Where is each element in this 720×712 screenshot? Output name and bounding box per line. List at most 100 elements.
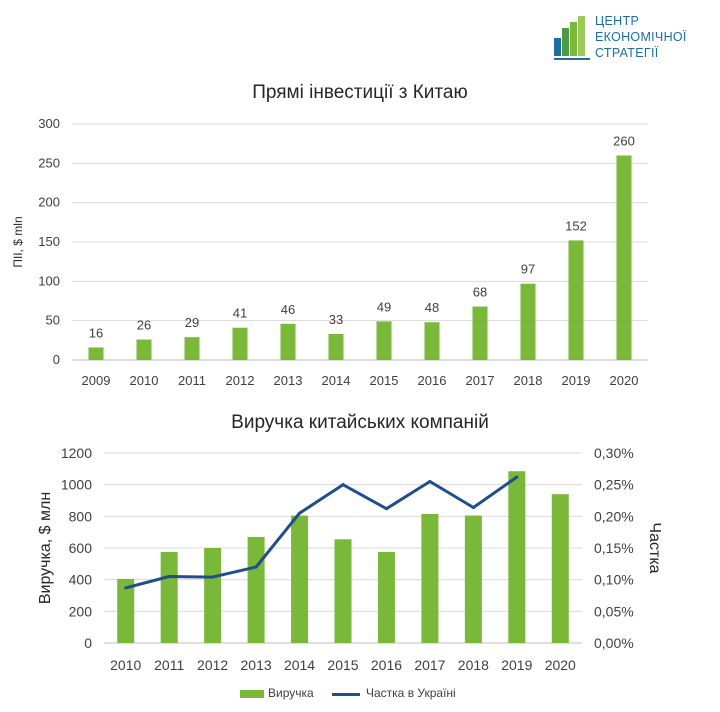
chart2-bar xyxy=(204,548,222,643)
chart2-y-right-tick-label: 0,00% xyxy=(594,635,634,651)
chart1-x-tick-label: 2019 xyxy=(562,373,591,388)
chart2-x-tick-label: 2020 xyxy=(545,657,576,673)
chart1-data-label: 48 xyxy=(425,300,439,315)
chart2-share-point xyxy=(341,483,345,487)
chart2-share-point xyxy=(384,507,388,511)
chart2-share-point xyxy=(124,586,128,590)
chart1-bar xyxy=(232,327,248,360)
chart1-data-label: 26 xyxy=(137,318,151,333)
chart2-x-tick-label: 2012 xyxy=(197,657,228,673)
chart1-x-tick-label: 2013 xyxy=(274,373,303,388)
chart2-share-line xyxy=(125,475,518,590)
chart2-y-right-axis-label: Частка xyxy=(646,522,663,573)
chart1-bar xyxy=(472,306,488,360)
chart2-title: Виручка китайських компаній xyxy=(231,412,489,433)
legend-swatch-revenue xyxy=(240,690,264,698)
chart2-share-point xyxy=(254,565,258,569)
chart2-bar xyxy=(117,578,135,643)
chart2-y-tick-label: 1200 xyxy=(61,445,92,461)
chart2-y-tick-label: 0 xyxy=(84,635,92,651)
chart1-bar xyxy=(520,283,536,360)
chart2-x-tick-label: 2014 xyxy=(284,657,315,673)
chart1-data-label: 16 xyxy=(89,325,103,340)
legend-swatch-share xyxy=(332,693,360,696)
chart2-x-tick-label: 2019 xyxy=(501,657,532,673)
chart1-x-tick-label: 2018 xyxy=(514,373,543,388)
chart1-x-tick-label: 2012 xyxy=(226,373,255,388)
chart2-x-tick-label: 2015 xyxy=(327,657,358,673)
chart2-share-point xyxy=(428,480,432,483)
chart1-bar xyxy=(424,322,440,360)
logo-text-line-1: ЦЕНТР xyxy=(595,14,640,28)
chart1-data-label: 68 xyxy=(473,285,487,300)
chart1-data-label: 260 xyxy=(613,133,635,148)
chart1-x-tick-label: 2011 xyxy=(178,373,206,388)
legend-label-share: Частка в Україні xyxy=(366,686,456,700)
chart2-bar xyxy=(421,513,439,643)
chart1-x-tick-label: 2009 xyxy=(82,373,111,388)
chart2-y-right-tick-label: 0,25% xyxy=(594,477,634,493)
chart1-data-label: 97 xyxy=(521,262,535,277)
chart1-data-label: 41 xyxy=(233,306,247,321)
chart2-share-point xyxy=(298,511,302,515)
chart1-x-tick-label: 2014 xyxy=(322,373,351,388)
chart2-share-point xyxy=(211,575,215,579)
chart1-data-label: 33 xyxy=(329,312,343,327)
chart1-x-tick-label: 2020 xyxy=(610,373,639,388)
chart1-bar xyxy=(136,339,152,360)
chart1-bar xyxy=(616,155,632,360)
chart1-y-axis-label: ПІІ, $ mln xyxy=(11,216,25,267)
chart1-x-tick-label: 2016 xyxy=(418,373,447,388)
chart1-title: Прямі інвестиції з Китаю xyxy=(252,82,468,103)
chart2-x-tick-label: 2017 xyxy=(414,657,445,673)
chart2-x-tick-label: 2010 xyxy=(110,657,141,673)
chart2-bar xyxy=(464,515,482,643)
chart1-data-label: 46 xyxy=(281,302,295,317)
chart1-bar xyxy=(328,334,344,360)
chart2-share-point xyxy=(167,575,171,578)
chart1-y-tick-label: 150 xyxy=(38,234,60,249)
chart2-bar xyxy=(247,536,265,643)
chart2-y-tick-label: 1000 xyxy=(61,477,92,493)
chart2-y-tick-label: 800 xyxy=(69,508,93,524)
chart1-bar xyxy=(184,337,200,360)
chart2-x-tick-label: 2011 xyxy=(154,657,184,673)
chart2-bar xyxy=(551,494,569,643)
logo-text-line-2: ЕКОНОМІЧНОЇ xyxy=(595,30,687,44)
chart2-y-tick-label: 600 xyxy=(69,540,93,556)
logo-text-line-3: СТРАТЕГІЇ xyxy=(595,46,659,60)
chart2-y-right-tick-label: 0,05% xyxy=(594,603,634,619)
chart1-y-tick-label: 300 xyxy=(38,116,60,131)
chart2-bar xyxy=(160,551,178,643)
chart2-bar xyxy=(291,515,309,643)
chart2-y-right-tick-label: 0,20% xyxy=(594,508,634,524)
chart2-y-right-tick-label: 0,10% xyxy=(594,572,634,588)
chart2-bar xyxy=(334,539,352,643)
chart1-y-tick-label: 250 xyxy=(38,155,60,170)
chart2-legend: Виручка Частка в Україні xyxy=(0,684,720,704)
chart1-bar xyxy=(88,347,104,360)
logo: ЦЕНТР ЕКОНОМІЧНОЇ СТРАТЕГІЇ xyxy=(552,14,712,66)
chart1-y-tick-label: 200 xyxy=(38,195,60,210)
legend-label-revenue: Виручка xyxy=(268,686,314,700)
chart1-bar xyxy=(376,321,392,360)
chart1-data-label: 29 xyxy=(185,315,199,330)
chart1-bar xyxy=(568,240,584,360)
chart2-share-point xyxy=(515,475,519,479)
chart1-bar xyxy=(280,323,296,360)
chart1-x-tick-label: 2010 xyxy=(130,373,159,388)
logo-bars-icon xyxy=(554,16,590,60)
chart2-bar xyxy=(377,551,395,643)
chart2-x-tick-label: 2016 xyxy=(371,657,402,673)
chart2-x-tick-label: 2013 xyxy=(241,657,272,673)
chart1-x-tick-label: 2015 xyxy=(370,373,399,388)
chart1-data-label: 49 xyxy=(377,299,391,314)
chart2-y-right-tick-label: 0,30% xyxy=(594,445,634,461)
chart1-x-tick-label: 2017 xyxy=(466,373,495,388)
chart2-share-point xyxy=(471,505,475,509)
chart1-y-tick-label: 0 xyxy=(53,352,60,367)
chart1-y-tick-label: 100 xyxy=(38,273,60,288)
chart2-y-right-tick-label: 0,15% xyxy=(594,540,634,556)
chart2-y-tick-label: 400 xyxy=(69,572,93,588)
